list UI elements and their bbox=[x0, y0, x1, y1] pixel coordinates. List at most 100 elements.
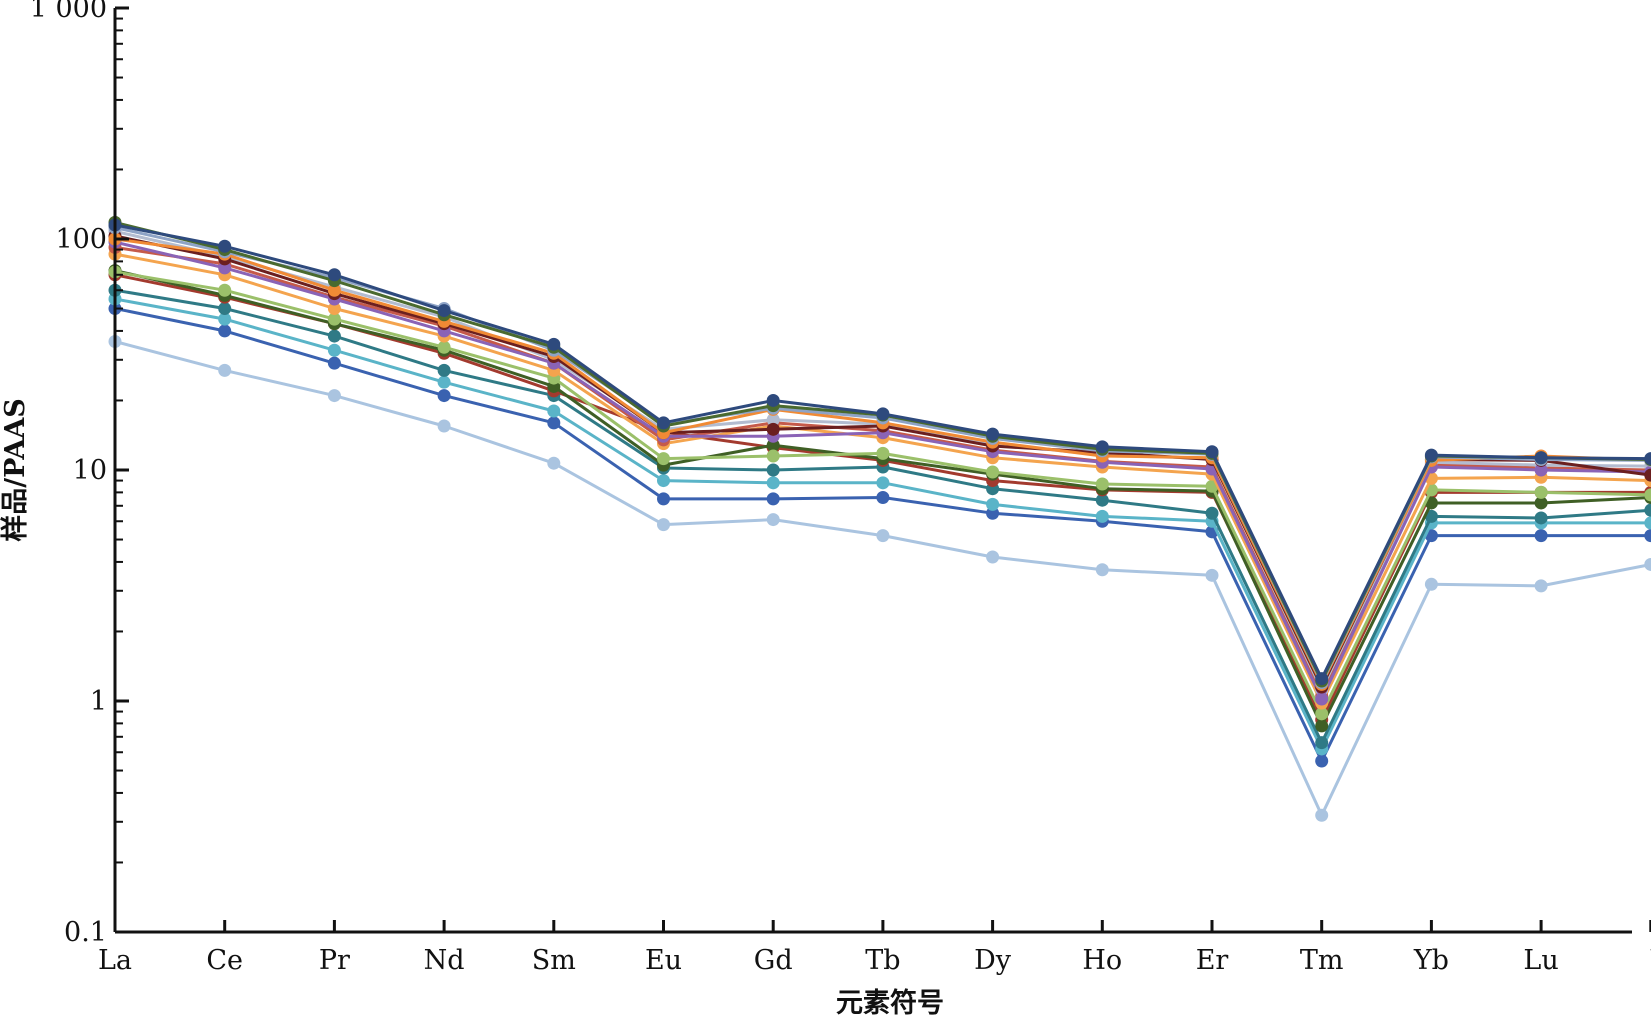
data-point bbox=[1315, 672, 1329, 686]
x-tick-label-pr: Pr bbox=[319, 945, 350, 976]
data-point bbox=[1534, 463, 1548, 477]
data-point bbox=[437, 340, 451, 354]
data-point bbox=[766, 449, 780, 463]
data-point bbox=[1644, 529, 1651, 543]
data-point bbox=[218, 239, 232, 253]
ticks-layer: 0.1 1 10 100 1 000 La Ce Pr Nd Sm Eu Gd Tb Dy Ho Er Tm Yb… bbox=[30, 0, 1651, 976]
data-point bbox=[766, 393, 780, 407]
x-tick-label-eu: Eu bbox=[645, 945, 682, 976]
data-point bbox=[218, 283, 232, 297]
data-point bbox=[1095, 477, 1109, 491]
data-point bbox=[327, 329, 341, 343]
x-tick-label-tm: Tm bbox=[1300, 945, 1344, 976]
data-point bbox=[1205, 506, 1219, 520]
x-tick-label-y: Y bbox=[1650, 945, 1651, 976]
data-point bbox=[218, 261, 232, 275]
data-point bbox=[657, 518, 670, 532]
data-point bbox=[547, 456, 561, 470]
data-point bbox=[1315, 692, 1329, 706]
data-point bbox=[657, 474, 670, 488]
series-layer bbox=[108, 215, 1651, 822]
data-point bbox=[437, 389, 451, 403]
data-point bbox=[1315, 719, 1329, 733]
data-point bbox=[1534, 496, 1548, 510]
x-tick-label-lu: Lu bbox=[1523, 945, 1558, 976]
y-tick-label: 1 000 bbox=[30, 0, 107, 24]
data-point bbox=[327, 268, 341, 282]
series-15 bbox=[108, 302, 1651, 768]
data-point bbox=[766, 513, 780, 527]
x-axis-title: 元素符号 bbox=[836, 987, 944, 1019]
data-point bbox=[876, 476, 890, 490]
data-point bbox=[766, 438, 780, 452]
data-point bbox=[766, 422, 780, 436]
x-tick-label-tb: Tb bbox=[865, 945, 900, 976]
data-point bbox=[1095, 493, 1109, 507]
data-point bbox=[1644, 452, 1651, 466]
data-point bbox=[986, 550, 1000, 564]
data-point bbox=[1534, 529, 1548, 543]
x-tick-label-dy: Dy bbox=[974, 945, 1012, 976]
x-tick-label-la: La bbox=[98, 945, 132, 976]
data-point bbox=[1315, 808, 1329, 822]
data-point bbox=[1644, 503, 1651, 517]
series-16 bbox=[108, 334, 1651, 822]
data-point bbox=[1424, 448, 1438, 462]
data-point bbox=[1644, 468, 1651, 482]
data-point bbox=[1205, 568, 1219, 582]
x-tick-label-nd: Nd bbox=[424, 945, 465, 976]
data-point bbox=[986, 465, 1000, 479]
data-point bbox=[327, 389, 341, 403]
y-tick-label: 1 bbox=[90, 686, 107, 717]
data-point bbox=[437, 304, 451, 318]
data-point bbox=[876, 529, 890, 543]
data-point bbox=[657, 492, 670, 506]
data-point bbox=[1095, 509, 1109, 523]
data-point bbox=[218, 312, 232, 326]
data-point bbox=[657, 416, 670, 430]
data-point bbox=[766, 463, 780, 477]
data-point bbox=[1315, 707, 1329, 721]
data-point bbox=[1424, 577, 1438, 591]
data-point bbox=[766, 413, 780, 427]
data-point bbox=[1534, 451, 1548, 465]
x-tick-label-sm: Sm bbox=[532, 945, 576, 976]
data-point bbox=[1095, 440, 1109, 454]
data-point bbox=[327, 283, 341, 297]
data-point bbox=[1534, 511, 1548, 525]
data-point bbox=[327, 343, 341, 357]
data-point bbox=[766, 476, 780, 490]
y-tick-label: 0.1 bbox=[64, 917, 107, 948]
x-tick-label-ho: Ho bbox=[1082, 945, 1122, 976]
data-point bbox=[437, 419, 451, 433]
y-axis-title: 样品/PAAS bbox=[0, 398, 31, 542]
axes-layer bbox=[113, 8, 1632, 934]
data-point bbox=[986, 427, 1000, 441]
y-tick-label: 10 bbox=[73, 455, 107, 486]
data-point bbox=[876, 446, 890, 460]
data-point bbox=[218, 324, 232, 338]
data-point bbox=[1315, 754, 1329, 768]
data-point bbox=[1644, 516, 1651, 530]
data-point bbox=[1424, 509, 1438, 523]
data-point bbox=[437, 375, 451, 389]
data-point bbox=[1205, 445, 1219, 459]
data-point bbox=[1534, 485, 1548, 499]
x-tick-label-yb: Yb bbox=[1413, 945, 1449, 976]
data-point bbox=[1534, 579, 1548, 593]
data-point bbox=[218, 363, 232, 377]
data-point bbox=[1095, 563, 1109, 577]
data-point bbox=[657, 452, 670, 466]
data-point bbox=[1315, 736, 1329, 750]
data-point bbox=[437, 363, 451, 377]
data-point bbox=[1644, 557, 1651, 571]
y-tick-label: 100 bbox=[55, 224, 107, 255]
series-1 bbox=[108, 218, 1651, 686]
data-point bbox=[547, 337, 561, 351]
data-point bbox=[327, 356, 341, 370]
data-point bbox=[876, 491, 890, 505]
data-point bbox=[986, 497, 1000, 511]
data-point bbox=[218, 302, 232, 316]
x-tick-label-gd: Gd bbox=[754, 945, 793, 976]
